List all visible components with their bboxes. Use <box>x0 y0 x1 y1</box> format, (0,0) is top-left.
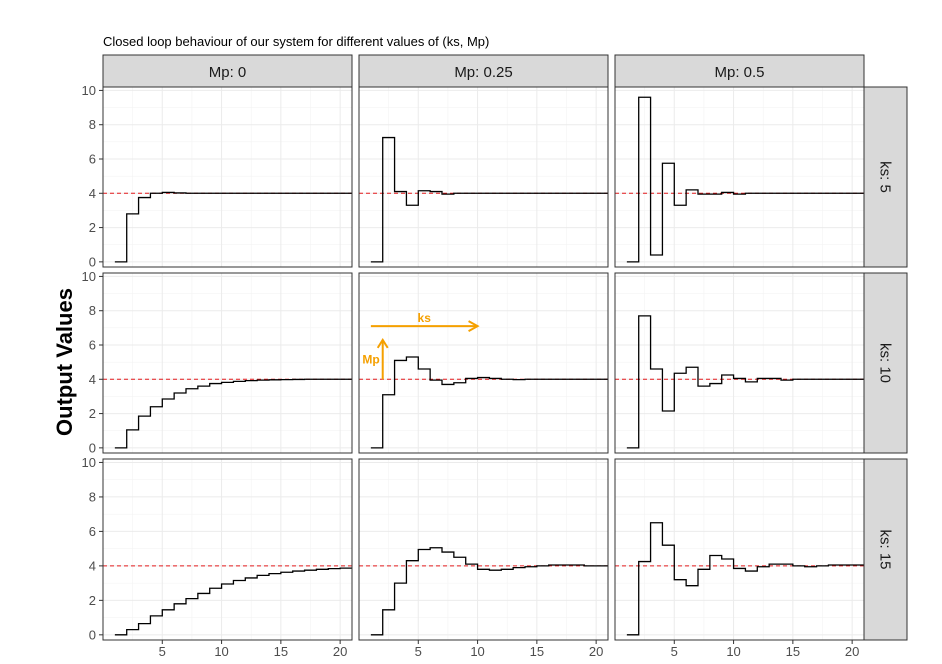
step-series <box>114 191 352 263</box>
x-tick-label: 15 <box>786 644 800 659</box>
step-series <box>114 567 352 636</box>
panel-border <box>102 272 353 454</box>
panel-border <box>614 458 865 641</box>
column-strip-label: Mp: 0.5 <box>714 64 764 81</box>
annotation-group: ks Mp <box>362 311 480 380</box>
x-tick-label: 5 <box>415 644 422 659</box>
y-tick-label: 6 <box>89 338 96 353</box>
y-tick-label: 2 <box>89 220 96 235</box>
panel-border <box>614 86 865 268</box>
y-tick-label: 6 <box>89 152 96 167</box>
y-tick-label: 2 <box>89 593 96 608</box>
chart-title: Closed loop behaviour of our system for … <box>103 34 489 49</box>
y-tick-label: 4 <box>89 558 96 573</box>
y-tick-label: 0 <box>89 440 96 455</box>
step-series <box>626 96 864 263</box>
facet-panel <box>614 86 865 268</box>
panel-border <box>358 272 609 454</box>
column-strip <box>102 54 353 88</box>
step-series <box>370 356 608 449</box>
facet-panel <box>614 272 865 454</box>
panel-border <box>358 458 609 641</box>
column-strip <box>614 54 865 88</box>
y-tick-label: 0 <box>89 627 96 642</box>
x-tick-label: 10 <box>726 644 740 659</box>
row-strip <box>863 272 908 454</box>
y-tick-label: 2 <box>89 406 96 421</box>
ks-annotation-label: ks <box>418 311 432 325</box>
panel-border <box>358 86 609 268</box>
facet-panel: 5 10 15 20 <box>614 458 865 659</box>
y-tick-label: 10 <box>82 269 96 284</box>
panel-border <box>614 272 865 454</box>
facet-panel <box>358 86 609 268</box>
x-tick-label: 15 <box>274 644 288 659</box>
y-tick-label: 4 <box>89 372 96 387</box>
x-tick-label: 20 <box>845 644 859 659</box>
y-tick-label: 10 <box>82 83 96 98</box>
mp-annotation-label: Mp <box>362 353 379 367</box>
panel-border <box>102 458 353 641</box>
facet-panels: Mp: 0 Mp: 0.25 Mp: 0.5 ks: 5 ks: 10 ks: 15 0 2 4… <box>82 54 908 659</box>
mp-arrowhead <box>376 337 389 349</box>
step-series <box>370 136 608 263</box>
row-strip-label: ks: 5 <box>877 161 894 193</box>
x-tick-label: 10 <box>470 644 484 659</box>
step-series <box>114 378 352 449</box>
y-tick-label: 6 <box>89 524 96 539</box>
x-tick-label: 10 <box>214 644 228 659</box>
facet-panel <box>358 272 609 454</box>
y-tick-label: 4 <box>89 186 96 201</box>
y-tick-label: 8 <box>89 117 96 132</box>
y-tick-label: 8 <box>89 303 96 318</box>
step-series <box>370 547 608 636</box>
ks-arrowhead <box>468 320 480 333</box>
x-tick-label: 5 <box>159 644 166 659</box>
y-tick-label: 8 <box>89 489 96 504</box>
x-tick-label: 20 <box>589 644 603 659</box>
column-strip <box>358 54 609 88</box>
x-tick-label: 20 <box>333 644 347 659</box>
y-axis-label: Output Values <box>52 288 77 436</box>
y-tick-label: 10 <box>82 455 96 470</box>
x-tick-label: 15 <box>530 644 544 659</box>
step-series <box>626 315 864 449</box>
y-tick-label: 0 <box>89 254 96 269</box>
row-strip-label: ks: 15 <box>877 529 894 569</box>
column-strip-label: Mp: 0.25 <box>454 64 512 81</box>
facet-panel: 0 2 4 6 8 10 <box>82 269 353 455</box>
row-strip-label: ks: 10 <box>877 343 894 383</box>
x-tick-label: 5 <box>671 644 678 659</box>
step-series <box>626 522 864 636</box>
facet-panel: 5 10 15 20 <box>358 458 609 659</box>
row-strip <box>863 86 908 268</box>
facet-panel: 0 2 4 6 8 10 5 10 15 20 <box>82 455 353 659</box>
facet-panel: 0 2 4 6 8 10 <box>82 83 353 269</box>
panel-border <box>102 86 353 268</box>
column-strip-label: Mp: 0 <box>209 64 247 81</box>
row-strip <box>863 458 908 641</box>
